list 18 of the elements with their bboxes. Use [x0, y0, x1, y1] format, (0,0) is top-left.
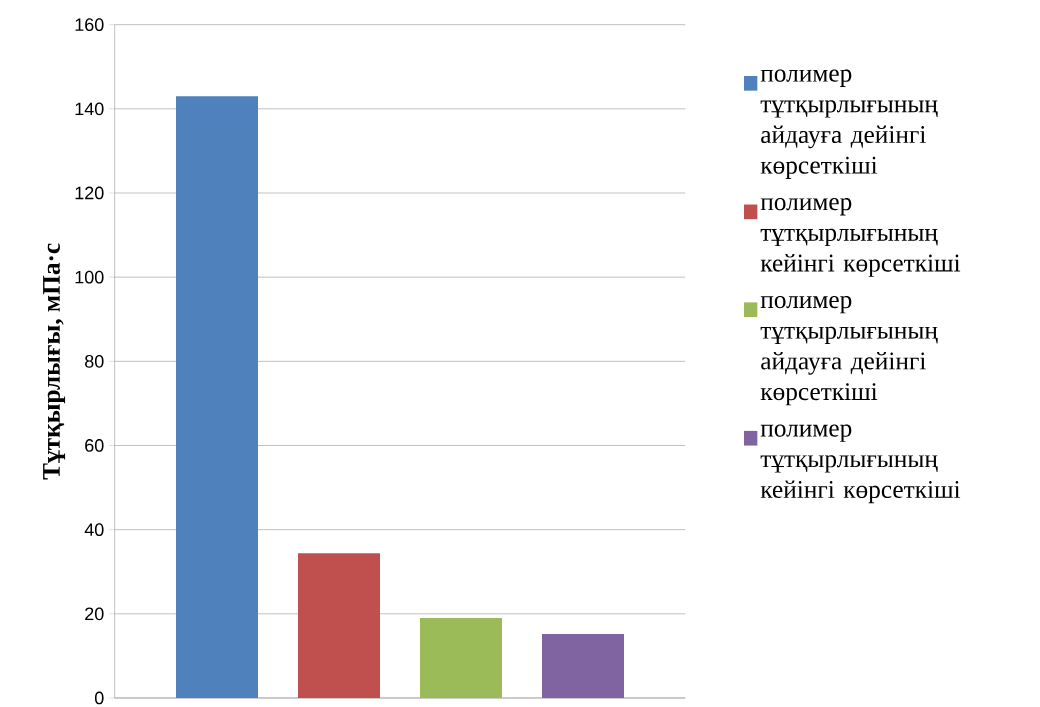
bar: [542, 634, 624, 699]
legend-label: полимер тұтқырлығының айдауға дейінгі көрсеткіші: [760, 296, 938, 406]
y-tick-label: 120: [75, 186, 104, 200]
y-tick-label: 80: [85, 355, 104, 368]
y-tick-label: 0: [94, 691, 104, 705]
y-tick-label: 160: [75, 18, 104, 32]
bar: [298, 553, 380, 699]
legend-label: полимер тұтқырлығының кейінгі көрсеткіші: [760, 198, 961, 277]
y-tick-label: 100: [75, 270, 104, 284]
y-tick-label: 40: [84, 523, 104, 537]
bar: [176, 96, 258, 699]
y-tick-label: 60: [85, 439, 104, 453]
y-tick-label: 20: [85, 607, 104, 621]
legend-label: полимер тұтқырлығының кейінгі көрсеткіші: [760, 424, 961, 504]
y-tick-label: 140: [75, 102, 104, 116]
y-axis-title: Тұтқырлығы, мПа·с: [43, 243, 66, 480]
bar: [420, 618, 502, 699]
legend-label: полимер тұтқырлығының айдауға дейінгі көрсеткіші: [760, 69, 938, 180]
